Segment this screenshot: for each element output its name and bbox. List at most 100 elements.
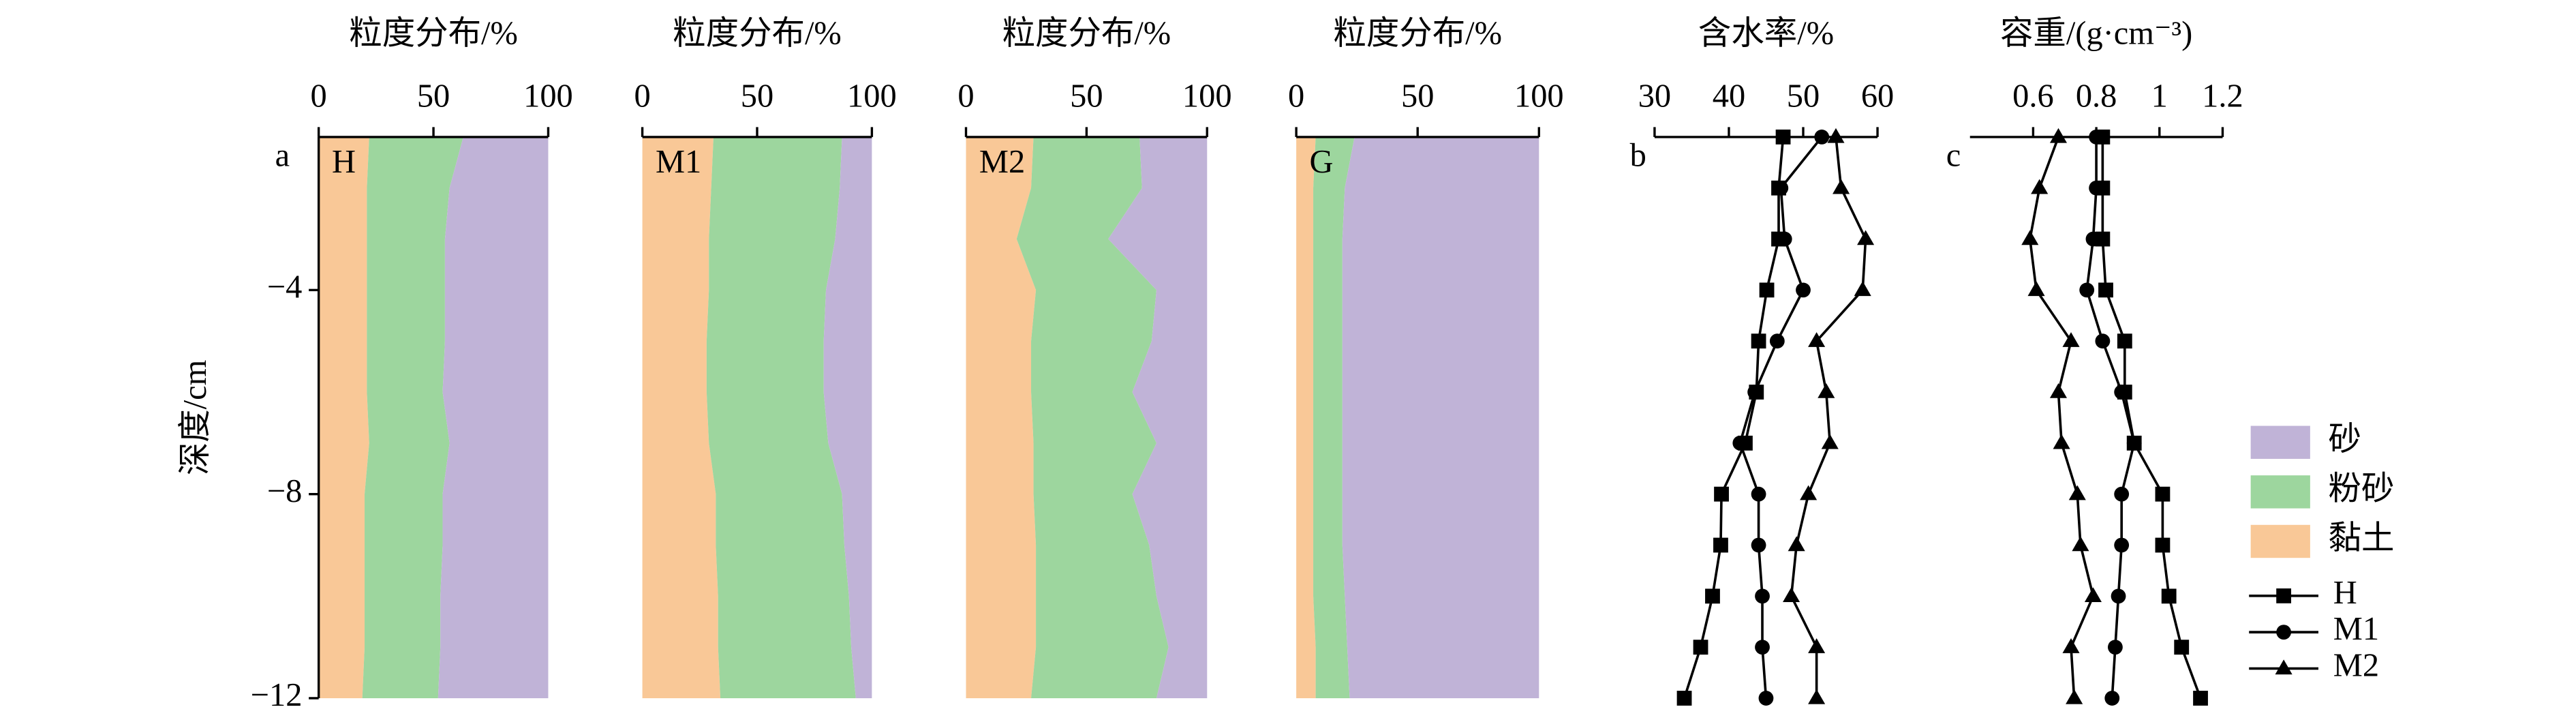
data-point bbox=[2193, 691, 2208, 706]
y-tick-label: −4 bbox=[267, 269, 303, 305]
x-tick-label: 40 bbox=[1713, 78, 1745, 114]
panel-label: H bbox=[332, 144, 356, 180]
data-point bbox=[2161, 588, 2177, 604]
y-tick-label: −8 bbox=[267, 473, 303, 509]
data-point bbox=[2066, 689, 2083, 704]
data-point bbox=[1747, 385, 1763, 400]
data-point bbox=[2095, 333, 2111, 349]
x-tick-label: 0.8 bbox=[2076, 78, 2117, 114]
x-tick-label: 50 bbox=[741, 78, 773, 114]
line bbox=[1790, 136, 1867, 698]
data-point bbox=[2126, 435, 2142, 451]
x-tick-label: 0 bbox=[1288, 78, 1304, 114]
legend-label: M1 bbox=[2333, 611, 2379, 647]
data-point bbox=[1714, 486, 1729, 502]
legend-label: 黏土 bbox=[2329, 520, 2395, 556]
data-point bbox=[2155, 486, 2171, 502]
data-point bbox=[1857, 230, 1875, 245]
data-point bbox=[2111, 588, 2126, 604]
data-point bbox=[2155, 537, 2171, 553]
data-point bbox=[2114, 385, 2130, 400]
legend-label: 砂 bbox=[2329, 421, 2361, 458]
data-point bbox=[2079, 282, 2095, 298]
area-band bbox=[1342, 136, 1539, 698]
x-tick-label: 0.6 bbox=[2012, 78, 2054, 114]
data-point bbox=[2072, 536, 2089, 552]
data-point bbox=[2114, 486, 2130, 502]
data-point bbox=[2062, 332, 2080, 347]
panel-letter: c bbox=[1946, 138, 1961, 174]
data-point bbox=[1777, 231, 1792, 247]
data-point bbox=[1808, 638, 1826, 653]
data-point bbox=[1751, 537, 1766, 553]
area-band bbox=[1296, 136, 1316, 698]
data-point bbox=[1755, 640, 1770, 655]
x-tick-label: 100 bbox=[1182, 78, 1232, 114]
x-tick-label: 1.2 bbox=[2202, 78, 2243, 114]
data-point bbox=[1833, 179, 1850, 194]
data-point bbox=[1705, 588, 1720, 604]
data-point bbox=[2062, 638, 2080, 653]
x-tick-label: 50 bbox=[1070, 78, 1103, 114]
legend-label: M2 bbox=[2333, 648, 2379, 684]
data-point bbox=[1755, 588, 1770, 604]
data-point bbox=[1808, 689, 1826, 704]
line bbox=[1738, 136, 1823, 699]
line bbox=[2101, 136, 2202, 699]
legend-label: 粉砂 bbox=[2329, 470, 2395, 507]
panel-title: 含水率/% bbox=[1698, 15, 1834, 51]
data-point bbox=[2107, 640, 2123, 655]
data-point bbox=[1773, 180, 1789, 196]
data-point bbox=[1783, 587, 1800, 603]
data-point bbox=[2084, 587, 2102, 603]
line bbox=[2028, 136, 2095, 699]
area-band bbox=[1108, 136, 1208, 698]
panel-title: 粒度分布/% bbox=[673, 15, 842, 51]
area-band bbox=[362, 136, 463, 698]
line bbox=[2085, 136, 2136, 699]
legend-swatch bbox=[2250, 524, 2310, 558]
data-point bbox=[1676, 691, 1692, 706]
data-point bbox=[2049, 128, 2068, 143]
area-band bbox=[706, 136, 856, 698]
y-axis-label: 深度/cm bbox=[177, 360, 213, 475]
x-tick-label: 50 bbox=[417, 78, 450, 114]
data-point bbox=[1788, 536, 1805, 552]
area-band bbox=[438, 136, 549, 698]
panel-letter: a bbox=[275, 138, 290, 174]
data-point bbox=[2089, 180, 2104, 196]
line bbox=[1683, 136, 1785, 699]
x-tick-label: 100 bbox=[523, 78, 573, 114]
data-point bbox=[1821, 434, 1839, 449]
panel-label: G bbox=[1310, 144, 1334, 180]
data-point bbox=[2098, 282, 2113, 298]
data-point bbox=[2053, 434, 2070, 449]
data-point bbox=[1758, 691, 1774, 706]
area-band bbox=[318, 136, 369, 698]
data-point bbox=[1769, 333, 1785, 349]
data-point bbox=[1800, 485, 1818, 500]
data-point bbox=[2068, 485, 2086, 500]
x-tick-label: 0 bbox=[634, 78, 650, 114]
legend-marker bbox=[2276, 588, 2292, 603]
data-point bbox=[1818, 383, 1835, 398]
x-tick-label: 100 bbox=[1514, 78, 1564, 114]
data-point bbox=[1732, 435, 1748, 451]
area-band bbox=[1016, 136, 1169, 698]
panel-title: 容重/(g·cm⁻³) bbox=[2000, 15, 2192, 51]
data-point bbox=[1808, 332, 1826, 347]
data-point bbox=[1713, 537, 1728, 553]
data-point bbox=[2021, 230, 2039, 245]
legend-marker bbox=[2275, 659, 2293, 675]
legend-swatch bbox=[2250, 475, 2310, 509]
area-band bbox=[1313, 136, 1355, 698]
panel-title: 粒度分布/% bbox=[1333, 15, 1502, 51]
data-point bbox=[2049, 383, 2068, 398]
data-point bbox=[1693, 640, 1708, 655]
legend-label: H bbox=[2333, 575, 2357, 611]
area-band bbox=[642, 136, 721, 698]
x-tick-label: 60 bbox=[1861, 78, 1894, 114]
data-point bbox=[1751, 486, 1766, 502]
data-point bbox=[2031, 179, 2049, 194]
